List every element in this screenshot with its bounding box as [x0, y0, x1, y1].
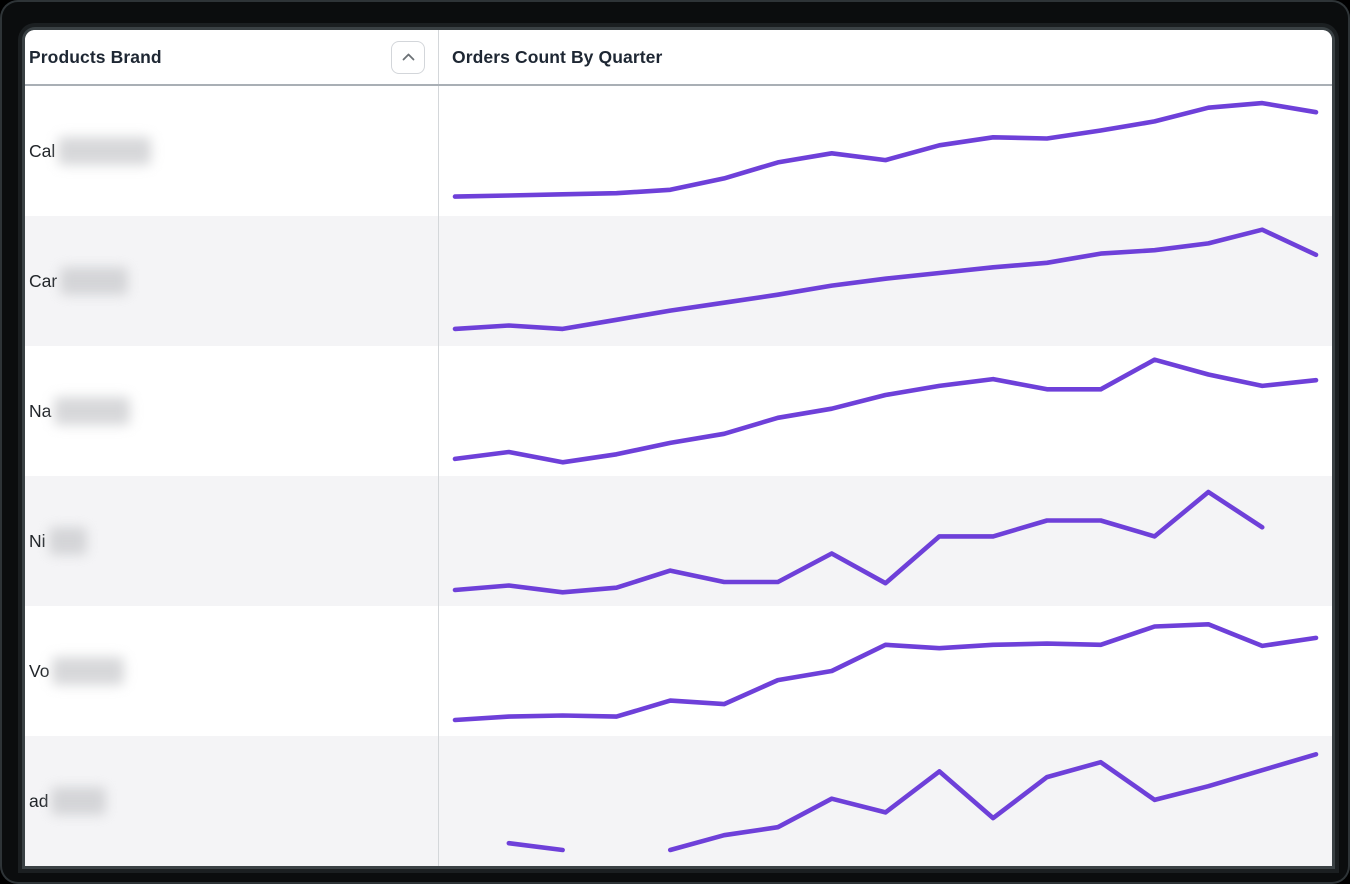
brand-label: Vo: [29, 660, 50, 681]
brand-cell: Ni: [25, 476, 438, 606]
orders-sparkline-chart: [452, 621, 1319, 723]
orders-sparkline-cell: [438, 476, 1332, 606]
brand-cell: Cal: [25, 86, 438, 216]
orders-sparkline-chart: [452, 100, 1319, 199]
brand-redacted-blur: [52, 657, 125, 685]
brand-cell: ad: [25, 736, 438, 866]
orders-sparkline-chart: [452, 227, 1319, 332]
table-row[interactable]: Na: [25, 346, 1332, 476]
orders-sparkline-cell: [438, 606, 1332, 736]
table-header-row: Products Brand Orders Count By Quarter: [25, 30, 1332, 86]
orders-sparkline-cell: [438, 86, 1332, 216]
column-header-orders-count[interactable]: Orders Count By Quarter: [438, 30, 1332, 84]
table-row[interactable]: Cal: [25, 86, 1332, 216]
orders-sparkline-chart: [452, 489, 1265, 595]
brand-redacted-blur: [54, 397, 131, 425]
brand-label: Ni: [29, 530, 46, 551]
brand-label: Car: [29, 270, 58, 291]
table-row[interactable]: ad: [25, 736, 1332, 866]
brand-label: Na: [29, 400, 52, 421]
brand-redacted-blur: [60, 267, 129, 295]
brand-cell: Na: [25, 346, 438, 476]
table-row[interactable]: Vo: [25, 606, 1332, 736]
sort-button[interactable]: [391, 40, 425, 74]
brand-redacted-blur: [48, 527, 87, 555]
report-table: Products Brand Orders Count By Quarter C…: [25, 30, 1332, 866]
orders-sparkline-chart: [506, 751, 1319, 853]
orders-sparkline-cell: [438, 346, 1332, 476]
table-body: Cal Car Na Ni: [25, 86, 1332, 866]
table-row[interactable]: Ni: [25, 476, 1332, 606]
chevron-up-icon: [402, 53, 414, 61]
products-brand-header-label: Products Brand: [29, 46, 162, 67]
brand-cell: Vo: [25, 606, 438, 736]
column-header-products-brand[interactable]: Products Brand: [25, 30, 438, 84]
table-row[interactable]: Car: [25, 216, 1332, 346]
brand-cell: Car: [25, 216, 438, 346]
brand-redacted-blur: [51, 787, 107, 815]
orders-sparkline-cell: [438, 736, 1332, 866]
orders-sparkline-cell: [438, 216, 1332, 346]
brand-redacted-blur: [58, 137, 152, 165]
orders-count-header-label: Orders Count By Quarter: [452, 46, 663, 67]
orders-sparkline-chart: [452, 357, 1319, 465]
brand-label: ad: [29, 790, 49, 811]
brand-label: Cal: [29, 140, 56, 161]
